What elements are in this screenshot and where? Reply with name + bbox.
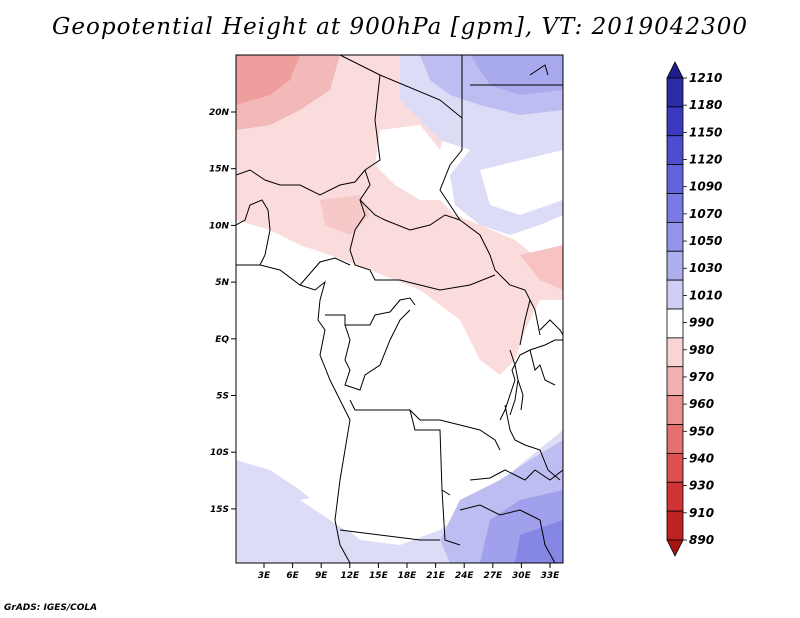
colorbar-box	[666, 164, 684, 194]
lon-label: 33E	[541, 571, 561, 581]
colorbar-label: 960	[689, 397, 714, 411]
height-field-shading	[236, 55, 563, 563]
lon-label: 21E	[426, 571, 446, 581]
colorbar-box	[666, 279, 684, 310]
colorbar-box	[666, 308, 684, 339]
lon-label: 15E	[369, 571, 389, 581]
colorbar-label: 910	[689, 506, 714, 520]
lat-label: 10N	[209, 221, 230, 231]
colorbar-label: 1010	[689, 288, 722, 302]
colorbar-label: 930	[689, 479, 714, 493]
colorbar-box	[666, 193, 684, 223]
lat-label: 15S	[210, 505, 229, 515]
colorbar-label: 890	[689, 533, 714, 547]
colorbar-label: 950	[689, 424, 714, 438]
colorbar-label: 1070	[689, 207, 722, 221]
lon-label: 18E	[398, 571, 418, 581]
lat-label: 20N	[209, 108, 230, 118]
colorbar-top-arrow	[666, 61, 684, 79]
lat-label: 10S	[210, 448, 229, 458]
lon-label: 27E	[483, 571, 503, 581]
colorbar-label: 1120	[689, 153, 722, 167]
colorbar-label: 1150	[689, 125, 722, 139]
colorbar-box	[666, 424, 684, 454]
lon-label: 24E	[455, 571, 475, 581]
lat-label: 5S	[216, 392, 229, 402]
lon-label: 9E	[315, 571, 328, 581]
lon-label: 30E	[512, 571, 532, 581]
colorbar-label: 1050	[689, 234, 722, 248]
colorbar-label: 1030	[689, 261, 722, 275]
colorbar-box	[666, 510, 684, 541]
lat-label: 5N	[215, 278, 229, 288]
colorbar-box	[666, 366, 684, 397]
colorbar-box	[666, 395, 684, 425]
lat-label: 15N	[209, 165, 230, 175]
lat-label: EQ	[215, 335, 229, 345]
lon-label: 6E	[286, 571, 299, 581]
colorbar-label: 990	[689, 316, 714, 330]
colorbar-box	[666, 77, 684, 108]
latitude-labels: 20N 15N 10N 5N EQ 5S 10S 15S	[209, 108, 236, 515]
colorbar-label: 1090	[689, 180, 722, 194]
lon-label: 3E	[258, 571, 271, 581]
colorbar-box	[666, 452, 684, 483]
colorbar-label: 940	[689, 451, 714, 465]
colorbar-label: 1180	[689, 98, 722, 112]
colorbar-box	[666, 481, 684, 512]
colorbar-box	[666, 221, 684, 252]
colorbar-box	[666, 106, 684, 137]
grads-credit: GrADS: IGES/COLA	[4, 603, 98, 613]
colorbar-box	[666, 135, 684, 166]
colorbar-label: 1210	[689, 71, 722, 85]
longitude-labels: 3E 6E 9E 12E 15E 18E 21E 24E 27E 30E 33E	[258, 563, 560, 581]
colorbar-bottom-arrow	[666, 539, 684, 557]
colorbar: 1210 1180 1150 1120 1090 1070 1050 1030 1010 990 9…	[666, 61, 722, 557]
lon-label: 12E	[340, 571, 360, 581]
country-borders	[236, 55, 563, 563]
map-frame	[235, 54, 564, 564]
colorbar-box	[666, 250, 684, 281]
colorbar-label: 970	[689, 370, 714, 384]
colorbar-box	[666, 337, 684, 368]
colorbar-label: 980	[689, 343, 714, 357]
chart-title: Geopotential Height at 900hPa [gpm], VT:…	[52, 14, 748, 40]
